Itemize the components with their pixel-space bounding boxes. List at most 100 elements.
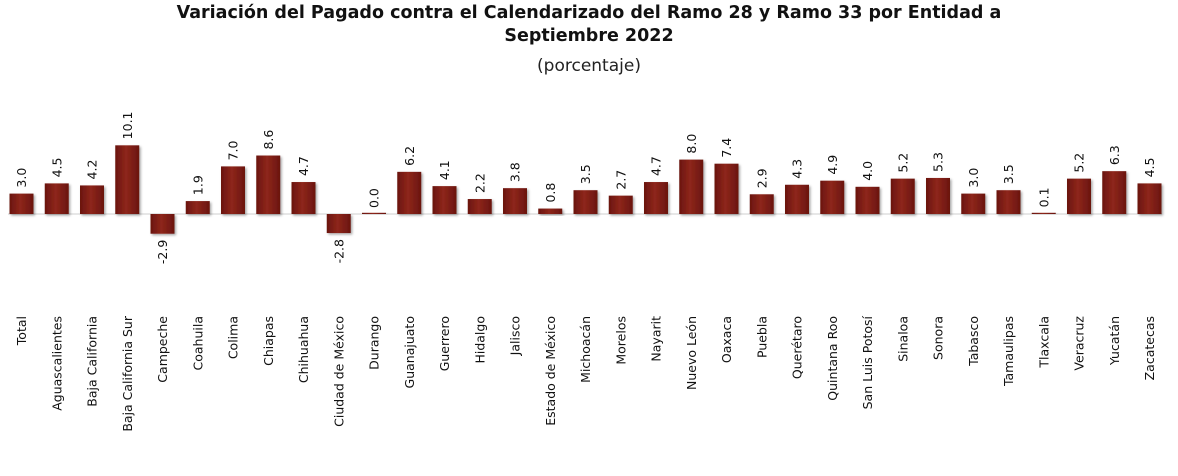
- bar-queretaro: [785, 184, 809, 214]
- category-label-tamaulipas: Tamaulipas: [1001, 316, 1016, 387]
- bar-hidalgo: [467, 199, 492, 214]
- bar-aguascalientes: [44, 183, 69, 214]
- value-label-morelos: 2.7: [613, 170, 628, 190]
- value-label-durango: 0.0: [367, 188, 382, 208]
- bar-estado-de-mexico: [538, 208, 563, 214]
- bar-guerrero: [432, 186, 457, 214]
- value-label-chihuahua: 4.7: [296, 156, 311, 176]
- category-label-durango: Durango: [367, 316, 382, 370]
- value-label-tlaxcala: 0.1: [1036, 187, 1051, 207]
- bar-jalisco: [503, 188, 527, 214]
- value-label-campeche: -2.9: [155, 240, 170, 264]
- value-label-queretaro: 4.3: [790, 159, 805, 179]
- bar-oaxaca: [714, 163, 739, 214]
- category-labels-group: Total Aguascalientes Baja California Baja C…: [14, 315, 1157, 432]
- value-label-tabasco: 3.0: [966, 168, 981, 188]
- value-label-tamaulipas: 3.5: [1001, 164, 1016, 184]
- category-label-chihuahua: Chihuahua: [296, 316, 311, 383]
- category-label-sonora: Sonora: [931, 316, 946, 360]
- category-label-baja-california-sur: Baja California Sur: [120, 315, 135, 432]
- category-label-morelos: Morelos: [613, 316, 628, 365]
- category-label-tlaxcala: Tlaxcala: [1036, 316, 1051, 369]
- bar-morelos: [608, 195, 633, 214]
- bar-ciudad-de-mexico: [326, 214, 351, 234]
- category-label-colima: Colima: [226, 316, 241, 359]
- value-label-veracruz: 5.2: [1072, 153, 1087, 173]
- value-label-aguascalientes: 4.5: [49, 158, 64, 178]
- category-label-ciudad-de-mexico: Ciudad de México: [331, 316, 346, 427]
- bar-nuevo-leon: [679, 159, 704, 214]
- category-label-tabasco: Tabasco: [966, 316, 981, 367]
- category-label-sinaloa: Sinaloa: [895, 316, 910, 362]
- value-label-quintana-roo: 4.9: [825, 155, 840, 175]
- bar-baja-california-sur: [115, 145, 140, 214]
- bar-puebla: [749, 194, 774, 214]
- chart-title: Variación del Pagado contra el Calendari…: [0, 2, 1178, 48]
- value-label-san-luis-potosi: 4.0: [860, 161, 875, 181]
- category-label-estado-de-mexico: Estado de México: [543, 316, 558, 426]
- bar-nayarit: [644, 182, 668, 214]
- category-label-jalisco: Jalisco: [508, 316, 523, 356]
- value-labels-group: 3.0 4.5 4.2 10.1 -2.9 1.9 7.0 8.6 4.7 -2.8 0.0 6.2 4…: [14, 111, 1157, 264]
- bar-san-luis-potosi: [855, 186, 880, 214]
- value-label-colima: 7.0: [226, 140, 241, 160]
- value-label-sinaloa: 5.2: [895, 153, 910, 173]
- value-label-nuevo-leon: 8.0: [684, 134, 699, 154]
- value-label-jalisco: 3.8: [508, 162, 523, 182]
- category-label-michoacan: Michoacán: [578, 316, 593, 383]
- bar-sinaloa: [890, 178, 915, 214]
- chart-title-line2: Septiembre 2022: [504, 26, 674, 46]
- bar-sonora: [926, 177, 950, 214]
- value-label-hidalgo: 2.2: [472, 173, 487, 193]
- value-label-yucatan: 6.3: [1107, 145, 1122, 165]
- chart-subtitle: (porcentaje): [537, 56, 641, 76]
- bar-chihuahua: [291, 182, 316, 214]
- bar-michoacan: [573, 190, 598, 214]
- category-label-guerrero: Guerrero: [437, 316, 452, 371]
- value-label-nayarit: 4.7: [649, 156, 664, 176]
- bar-zacatecas: [1137, 183, 1162, 214]
- category-label-quintana-roo: Quintana Roo: [825, 316, 840, 401]
- category-label-veracruz: Veracruz: [1072, 316, 1087, 371]
- bar-campeche: [150, 214, 175, 234]
- bar-total: [9, 193, 34, 214]
- value-label-sonora: 5.3: [931, 152, 946, 172]
- category-label-puebla: Puebla: [754, 316, 769, 358]
- value-label-puebla: 2.9: [754, 168, 769, 188]
- category-label-total: Total: [14, 316, 29, 346]
- category-label-yucatan: Yucatán: [1107, 316, 1122, 366]
- category-label-nayarit: Nayarit: [649, 316, 664, 362]
- category-label-oaxaca: Oaxaca: [719, 316, 734, 363]
- bars-group: [9, 145, 1162, 234]
- category-label-baja-california: Baja California: [85, 316, 100, 407]
- category-label-queretaro: Querétaro: [790, 316, 805, 379]
- bar-tabasco: [961, 193, 986, 214]
- value-label-baja-california-sur: 10.1: [120, 111, 135, 139]
- value-label-baja-california: 4.2: [85, 160, 100, 180]
- bar-veracruz: [1067, 178, 1091, 214]
- category-label-chiapas: Chiapas: [261, 316, 276, 366]
- category-label-guanajuato: Guanajuato: [402, 316, 417, 388]
- bar-coahuila: [185, 201, 210, 214]
- bar-durango: [362, 212, 386, 214]
- category-label-nuevo-leon: Nuevo León: [684, 316, 699, 390]
- value-label-michoacan: 3.5: [578, 164, 593, 184]
- category-label-aguascalientes: Aguascalientes: [49, 316, 64, 411]
- value-label-total: 3.0: [14, 168, 29, 188]
- bar-colima: [221, 166, 245, 214]
- value-label-guerrero: 4.1: [437, 160, 452, 180]
- bar-guanajuato: [397, 171, 422, 214]
- value-label-guanajuato: 6.2: [402, 146, 417, 166]
- bar-yucatan: [1102, 171, 1127, 214]
- bar-quintana-roo: [820, 180, 845, 214]
- category-label-san-luis-potosi: San Luis Potosí: [860, 315, 875, 409]
- value-label-estado-de-mexico: 0.8: [543, 183, 558, 203]
- bar-chiapas: [256, 155, 281, 214]
- bar-tamaulipas: [996, 190, 1021, 214]
- value-label-zacatecas: 4.5: [1142, 158, 1157, 178]
- value-label-ciudad-de-mexico: -2.8: [331, 239, 346, 263]
- category-label-zacatecas: Zacatecas: [1142, 316, 1157, 380]
- chart-title-line1: Variación del Pagado contra el Calendari…: [176, 3, 1002, 23]
- bar-baja-california: [80, 185, 104, 214]
